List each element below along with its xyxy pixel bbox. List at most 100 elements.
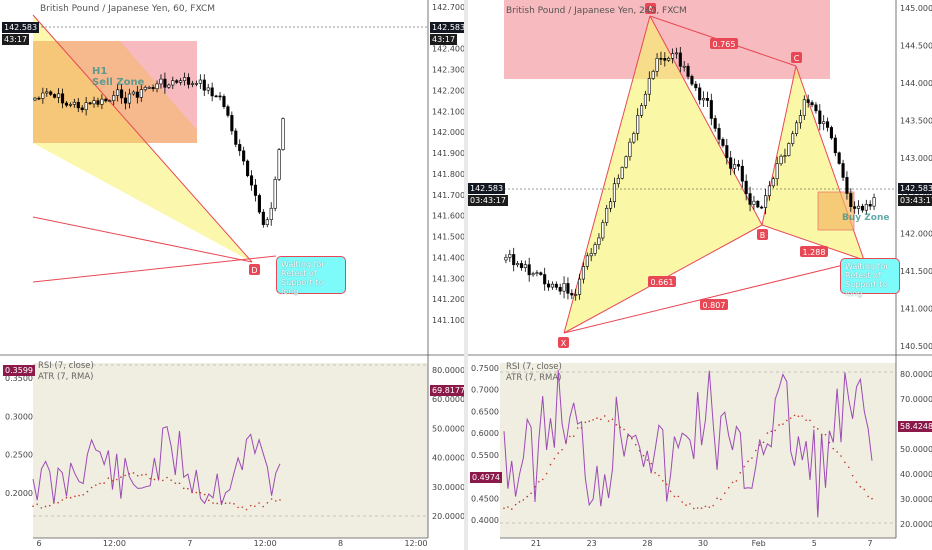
h1-time-axis[interactable]: 6 12:00 7 12:00 8 12:00	[36, 539, 427, 548]
h1-chart-pane[interactable]: 142.700142.600142.400142.300142.200142.1…	[0, 0, 468, 550]
h4-atr-dot	[569, 435, 571, 438]
h1-rsi-tick: 50.0000	[432, 424, 464, 433]
h4-atr-dot	[693, 507, 695, 510]
h4-candle-body	[713, 118, 717, 129]
h1-atr-dot	[115, 478, 118, 481]
h4-atr-legend[interactable]: ATR (7, RMA)	[506, 373, 562, 383]
h4-price-axis[interactable]: 145.000 144.500 144.000 143.500 143.000 142.5…	[900, 4, 932, 351]
h4-candle-body	[531, 273, 535, 276]
h1-rsi-tick: 20.0000	[432, 512, 464, 521]
h4-atr-dot	[844, 461, 846, 464]
h1-atr-dot	[275, 500, 277, 502]
h4-atr-dot	[847, 466, 850, 469]
h4-candle-body	[605, 207, 609, 223]
h1-rsi-legend[interactable]: RSI (7, close)	[38, 361, 94, 371]
h1-price-tick: 141.900	[432, 149, 464, 158]
h1-candle-body	[72, 101, 76, 105]
h1-atr-dot	[199, 491, 202, 494]
h4-candle-body	[698, 87, 702, 101]
h4-candle-body	[760, 206, 764, 209]
h1-zone-label-1: H1	[92, 66, 108, 77]
h4-atr-dot	[619, 426, 622, 429]
h4-time-axis[interactable]: 21 23 28 30 Feb 5 7	[531, 539, 873, 548]
h1-atr-dot	[82, 493, 85, 496]
h4-atr-dot	[820, 434, 823, 436]
h4-atr-dot	[534, 485, 536, 488]
h1-atr-dot	[153, 478, 156, 481]
h1-price-tick: 141.600	[432, 212, 464, 221]
h1-atr-dot	[61, 499, 64, 501]
h1-chart-canvas[interactable]: 142.700142.600142.400142.300142.200142.1…	[0, 0, 464, 550]
h1-price-tick: 142.000	[432, 128, 464, 137]
h4-countdown: 03:43:17	[898, 195, 932, 206]
h1-candle-body	[214, 95, 218, 98]
h4-candle-body	[733, 164, 737, 169]
h4-rsi-legend[interactable]: RSI (7, close)	[506, 362, 562, 372]
h4-atr-dot	[801, 415, 804, 417]
h4-atr-dot	[735, 480, 738, 482]
h4-atr-dot	[778, 424, 780, 426]
h1-candle-body	[80, 107, 84, 111]
h1-candles	[33, 72, 285, 228]
h1-atr-dot	[208, 499, 210, 502]
h4-atr-dot	[793, 414, 796, 417]
h4-atr-dot	[638, 449, 641, 452]
h4-atr-dot	[708, 506, 711, 508]
h4-candle-body	[550, 283, 554, 288]
h1-atr-dot	[254, 505, 256, 507]
h4-candle-body	[798, 115, 802, 124]
h4-price-tag: 142.583	[898, 183, 932, 194]
h4-atr-dot	[522, 499, 525, 501]
h1-candle-body	[68, 104, 72, 106]
h4-candle-body	[589, 253, 593, 257]
h1-atr-dot	[249, 504, 252, 507]
h4-candle-body	[612, 183, 616, 203]
h4-candle-body	[860, 205, 864, 211]
h4-point-x-marker	[558, 337, 569, 348]
h1-time-tick: 12:00	[254, 539, 277, 548]
h1-rsi-tick: 40.0000	[432, 454, 464, 463]
h4-atr-tick: 0.6000	[471, 429, 499, 438]
h4-candle-body	[779, 155, 783, 165]
h1-rsi-tick: 80.0000	[432, 366, 464, 375]
h4-atr-dot	[840, 455, 842, 457]
h1-candle-body	[261, 211, 265, 225]
h4-rsi-tick: 70.0000	[900, 395, 932, 404]
h4-candle-body	[651, 70, 655, 79]
h4-candle-body	[547, 283, 551, 288]
h1-candle-body	[120, 89, 124, 99]
h1-atr-legend[interactable]: ATR (7, RMA)	[38, 372, 94, 382]
h4-retest-note[interactable]: Waiting for Retest of Support to long	[840, 258, 900, 298]
h1-candle-body	[123, 97, 128, 104]
h4-atr-dot	[681, 501, 683, 503]
h4-atr-dot	[704, 505, 707, 508]
h4-atr-dot	[662, 480, 664, 482]
h4-atr-dot	[747, 460, 749, 463]
h1-retest-note[interactable]: Waiting for Retest of Support to long	[276, 256, 346, 296]
h1-candle-body	[163, 78, 167, 88]
h4-chart-canvas[interactable]: 145.000 144.500 144.000 143.500 143.000 142.5…	[468, 0, 932, 550]
h4-time-tick: 7	[867, 539, 872, 548]
h4-atr-dot	[572, 435, 575, 437]
h4-chart-pane[interactable]: 145.000 144.500 144.000 143.500 143.000 142.5…	[468, 0, 932, 550]
h4-ratio-xb: 0.661	[651, 278, 674, 287]
h1-candle-body	[108, 100, 112, 102]
h1-price-axis[interactable]: 142.700142.600142.400142.300142.200142.1…	[432, 3, 464, 325]
h4-candle-body	[822, 121, 826, 124]
pane-divider[interactable]	[464, 0, 468, 550]
h4-atr-dot	[762, 441, 765, 444]
h1-price-tick: 141.500	[432, 233, 464, 242]
h4-buy-zone	[817, 191, 855, 231]
h4-atr-dot	[836, 451, 838, 453]
h4-atr-value-tag: 0.4974	[470, 472, 502, 483]
h4-candle-body	[601, 222, 605, 239]
h1-candle-body	[57, 93, 61, 98]
h1-candle-body	[88, 102, 92, 105]
h4-ratio-xd: 0.807	[703, 301, 726, 310]
h4-atr-dot	[642, 454, 645, 457]
h4-price-tick: 140.500	[900, 342, 932, 351]
h4-time-tick: 28	[642, 539, 652, 548]
h1-candle-body	[104, 98, 108, 102]
h4-atr-dot	[510, 508, 513, 510]
h4-atr-dot	[669, 490, 672, 493]
